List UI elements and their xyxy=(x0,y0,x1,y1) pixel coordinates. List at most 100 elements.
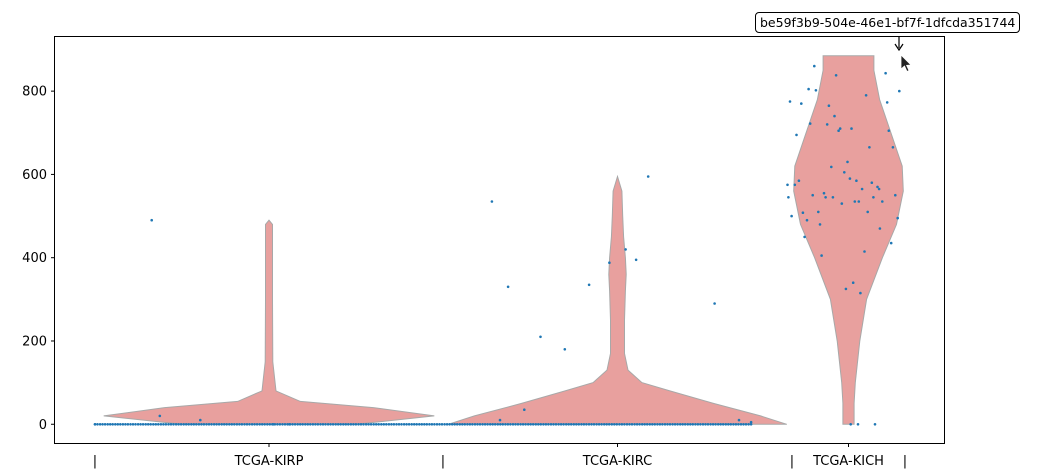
strip-point xyxy=(602,423,606,426)
violins-layer xyxy=(103,55,904,425)
strip-point xyxy=(141,423,145,426)
strip-point xyxy=(539,335,542,339)
point-annotation-label: be59f3b9-504e-46e1-bf7f-1dfcda351744 xyxy=(755,12,1021,33)
strip-point xyxy=(539,423,543,426)
strip-point xyxy=(737,418,741,422)
strip-point xyxy=(634,258,638,262)
strip-point xyxy=(676,423,679,426)
strip-point xyxy=(814,89,818,92)
strip-point xyxy=(435,423,439,426)
strip-point xyxy=(407,423,411,426)
group-separator: | xyxy=(93,454,97,469)
strip-point xyxy=(106,423,109,426)
strip-point xyxy=(719,423,722,426)
strip-point xyxy=(382,423,386,426)
strip-point xyxy=(833,114,836,118)
strip-point xyxy=(686,423,690,426)
strip-point xyxy=(569,423,573,426)
strip-point xyxy=(473,423,477,426)
strip-point xyxy=(884,71,887,75)
strip-point xyxy=(316,423,320,426)
strip-point xyxy=(887,129,891,132)
strip-point xyxy=(336,423,340,426)
strip-point xyxy=(824,196,827,199)
strip-point xyxy=(834,74,838,77)
x-axis: | | | | TCGA-KIRP TCGA-KIRC TCGA-KICH xyxy=(93,443,907,469)
strip-point xyxy=(701,423,705,426)
strip-point xyxy=(831,196,835,199)
strip-point xyxy=(481,423,484,426)
strip-point xyxy=(788,100,792,103)
annotation-arrow-head xyxy=(894,43,904,52)
strip-point xyxy=(818,223,822,226)
strip-point xyxy=(628,423,631,426)
strip-point xyxy=(395,423,398,426)
strip-point xyxy=(683,423,687,426)
strip-point xyxy=(258,423,262,426)
strip-point xyxy=(673,423,677,426)
strip-point xyxy=(466,423,469,426)
strip-point xyxy=(182,423,185,426)
strip-point xyxy=(158,414,162,418)
strip-point xyxy=(266,423,269,426)
strip-point xyxy=(111,423,114,426)
strip-point xyxy=(557,423,560,426)
strip-point xyxy=(857,200,861,203)
strip-point xyxy=(516,423,520,426)
strip-point xyxy=(149,423,152,426)
strip-point xyxy=(114,423,117,426)
strip-point xyxy=(742,423,745,426)
strip-point xyxy=(260,423,264,426)
points-layer xyxy=(93,64,901,426)
strip-point xyxy=(863,250,866,253)
strip-point xyxy=(739,423,743,426)
strip-point xyxy=(420,423,424,426)
mouse-cursor-icon xyxy=(900,54,912,73)
strip-point xyxy=(864,94,868,97)
strip-point xyxy=(392,423,396,426)
strip-point xyxy=(326,423,330,426)
strip-point xyxy=(245,423,249,426)
strip-point xyxy=(496,423,500,426)
strip-point xyxy=(716,423,720,426)
strip-point xyxy=(486,423,489,426)
strip-point xyxy=(250,423,254,426)
strip-point xyxy=(734,423,738,426)
group-separator: | xyxy=(790,454,794,469)
strip-point xyxy=(129,423,132,426)
strip-point xyxy=(805,218,809,222)
strip-point xyxy=(433,423,436,426)
strip-point xyxy=(425,423,429,426)
strip-point xyxy=(827,104,831,107)
strip-point xyxy=(374,423,378,426)
strip-point xyxy=(154,423,158,426)
strip-point xyxy=(187,423,190,426)
strip-point xyxy=(220,423,223,426)
strip-point xyxy=(851,281,855,285)
strip-point xyxy=(423,423,426,426)
strip-point xyxy=(506,285,510,289)
x-tick-label: TCGA-KIRC xyxy=(582,454,652,469)
strip-point xyxy=(793,183,797,187)
strip-point xyxy=(638,423,641,426)
strip-point xyxy=(521,423,525,426)
strip-point xyxy=(359,423,363,426)
strip-point xyxy=(504,423,507,426)
strip-point xyxy=(222,423,226,426)
strip-point xyxy=(592,423,596,426)
strip-point xyxy=(491,423,495,426)
strip-point xyxy=(478,423,482,426)
violin-tcga-kich xyxy=(793,55,904,425)
strip-point xyxy=(347,423,350,426)
strip-point xyxy=(402,423,406,426)
strip-point xyxy=(195,423,198,426)
strip-point xyxy=(271,423,275,426)
strip-point xyxy=(184,423,188,426)
strip-point xyxy=(139,423,142,426)
strip-point xyxy=(190,423,193,426)
strip-point xyxy=(199,418,202,422)
strip-point xyxy=(587,283,591,287)
strip-point xyxy=(293,423,297,426)
strip-point xyxy=(868,146,871,149)
plot-frame xyxy=(54,36,945,444)
